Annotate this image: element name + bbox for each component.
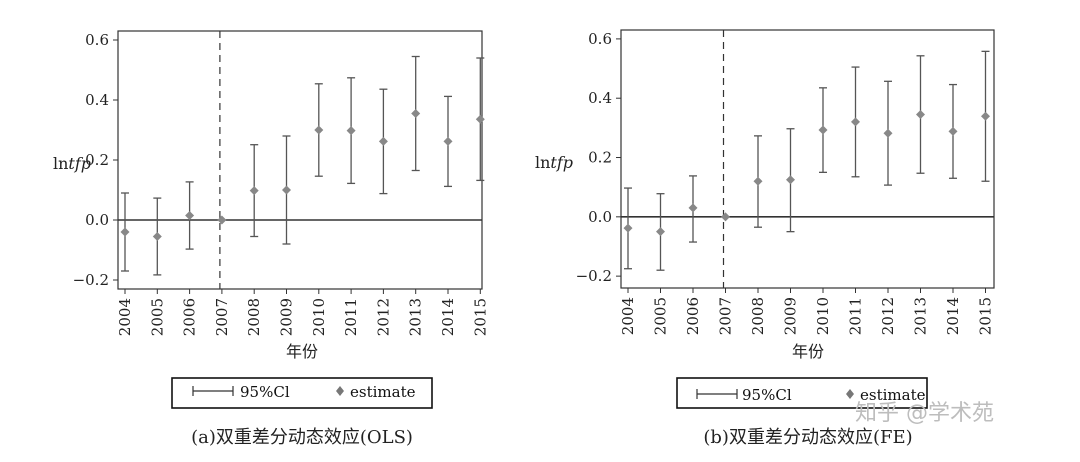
estimate-point	[475, 114, 485, 124]
y-tick-label: −0.2	[73, 271, 109, 289]
y-axis-label: lntfp	[53, 154, 91, 173]
x-axis-label: 年份	[792, 342, 824, 361]
legend-estimate-marker	[846, 389, 854, 399]
legend: 95%Cl estimate	[676, 377, 928, 409]
plot-area	[620, 29, 995, 289]
x-tick-label: 2014	[439, 298, 457, 336]
y-tick-label: 0.2	[588, 149, 612, 167]
x-tick-label: 2005	[652, 297, 670, 335]
panel-b: −0.2 0.0 0.2 0.4 0.6 2004 2005 2006 2007 2008 2009…	[535, 29, 995, 448]
x-tick-label: 2007	[717, 297, 735, 335]
estimate-point	[883, 128, 893, 138]
x-tick-label: 2004	[116, 298, 134, 336]
y-tick-label: 0.0	[85, 211, 109, 229]
y-tick-label: 0.2	[85, 151, 109, 169]
x-tick-label: 2009	[782, 297, 800, 335]
estimate-point	[120, 227, 130, 237]
estimate-point	[411, 109, 421, 118]
legend: 95%Cl estimate	[171, 377, 433, 409]
x-tick-label: 2007	[213, 298, 231, 336]
x-tick-label: 2013	[912, 297, 930, 335]
estimate-point	[623, 223, 633, 233]
estimate-point	[185, 211, 195, 220]
x-tick-label: 2015	[977, 297, 995, 335]
x-axis-label: 年份	[286, 342, 318, 361]
y-tick-label: 0.0	[588, 208, 612, 226]
chart-marks: −0.2 0.0 0.2 0.4 0.6 2004 2005 2006 2007 2008 2009…	[576, 30, 995, 335]
x-tick-label: 2011	[847, 297, 865, 335]
y-tick-label: −0.2	[576, 267, 612, 285]
estimate-point	[818, 125, 828, 135]
y-tick-label: 0.6	[85, 31, 109, 49]
estimate-point	[948, 126, 958, 136]
x-tick-label: 2012	[374, 298, 392, 336]
estimate-point	[378, 136, 388, 146]
x-tick-label: 2014	[944, 297, 962, 335]
estimate-point	[152, 232, 162, 241]
caption: (b)双重差分动态效应(FE)	[703, 427, 912, 448]
y-tick-label: 0.4	[588, 89, 612, 107]
estimate-point	[249, 186, 259, 196]
x-tick-label: 2010	[310, 298, 328, 336]
estimate-point	[851, 117, 860, 127]
estimate-point	[688, 203, 698, 213]
x-tick-label: 2013	[407, 298, 425, 336]
estimate-point	[981, 111, 990, 121]
estimate-point	[656, 227, 665, 237]
x-tick-label: 2006	[181, 298, 199, 336]
estimate-point	[753, 176, 763, 186]
x-tick-label: 2015	[471, 298, 489, 336]
legend-box	[676, 377, 928, 409]
legend-box	[171, 377, 433, 409]
x-tick-label: 2005	[148, 298, 166, 336]
caption: (a)双重差分动态效应(OLS)	[191, 427, 413, 448]
x-tick-label: 2009	[278, 298, 296, 336]
chart-marks: −0.2 0.0 0.2 0.4 0.6 2004 2005 2006 2007 2008 2009…	[73, 31, 489, 336]
legend-ci-label: 95%Cl	[742, 386, 792, 404]
y-tick-label: 0.4	[85, 91, 109, 109]
estimate-point	[786, 175, 795, 185]
y-axis-label: lntfp	[535, 153, 573, 172]
estimate-point	[217, 215, 227, 225]
estimate-point	[346, 126, 356, 136]
y-tick-label: 0.6	[588, 30, 612, 48]
x-tick-label: 2006	[684, 297, 702, 335]
plot-area	[117, 30, 483, 290]
legend-estimate-label: estimate	[860, 386, 926, 404]
x-tick-label: 2011	[342, 298, 360, 336]
watermark: 知乎 @学术苑	[855, 401, 994, 426]
legend-estimate-label: estimate	[350, 383, 416, 401]
legend-estimate-marker	[336, 386, 344, 396]
estimate-point	[721, 212, 730, 222]
x-tick-label: 2012	[879, 297, 897, 335]
x-tick-label: 2010	[814, 297, 832, 335]
estimate-point	[282, 185, 291, 195]
x-tick-label: 2008	[749, 297, 767, 335]
legend-ci-label: 95%Cl	[240, 383, 290, 401]
x-tick-label: 2004	[619, 297, 637, 335]
estimate-point	[443, 136, 453, 146]
estimate-point	[916, 110, 925, 120]
estimate-point	[314, 125, 324, 135]
x-tick-label: 2008	[245, 298, 263, 336]
panel-a: −0.2 0.0 0.2 0.4 0.6 2004 2005 2006 2007 2008 2009…	[53, 30, 489, 448]
